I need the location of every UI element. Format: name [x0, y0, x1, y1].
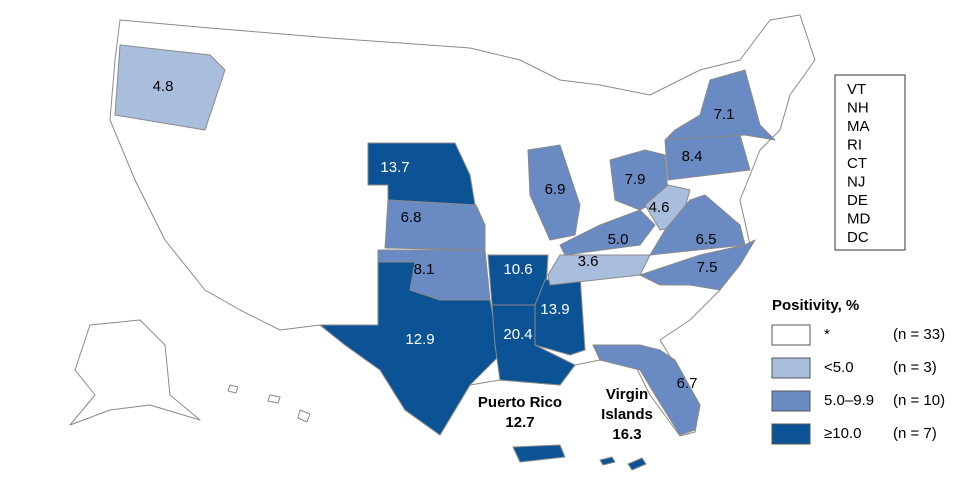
state-value: 7.1	[714, 106, 735, 123]
state	[547, 254, 651, 286]
state-value: 13.9	[540, 301, 569, 318]
legend-label: <5.0	[824, 359, 854, 376]
small-state: NH	[847, 99, 869, 116]
legend-count: (n = 10)	[893, 392, 945, 409]
state-value: 4.8	[153, 78, 174, 95]
territory-name: Puerto Rico	[478, 394, 562, 411]
legend-label: ≥10.0	[824, 425, 861, 442]
territory-value: 12.7	[505, 414, 534, 431]
territory	[599, 456, 647, 471]
state-value: 6.8	[401, 209, 422, 226]
state	[527, 144, 581, 241]
small-state: NJ	[847, 173, 865, 190]
state-value: 6.9	[545, 181, 566, 198]
state	[664, 69, 776, 141]
small-state: VT	[847, 81, 866, 98]
state-value: 20.4	[503, 326, 532, 343]
territory-name: Islands	[601, 406, 653, 423]
state-value: 3.6	[578, 253, 599, 270]
state-value: 13.7	[380, 159, 409, 176]
legend-swatch	[771, 423, 811, 445]
small-state: MD	[847, 210, 870, 227]
state-value: 6.7	[677, 375, 698, 392]
legend-count: (n = 7)	[893, 425, 937, 442]
state	[114, 44, 226, 131]
legend-label: *	[824, 326, 830, 343]
state-value: 10.6	[503, 261, 532, 278]
state-value: 7.5	[697, 259, 718, 276]
state-value: 12.9	[405, 331, 434, 348]
state	[639, 239, 756, 291]
state-value: 6.5	[696, 231, 717, 248]
hawaii	[227, 384, 311, 423]
state-value: 8.1	[414, 261, 435, 278]
legend-label: 5.0–9.9	[824, 392, 874, 409]
small-state: DC	[847, 229, 869, 246]
state-value: 4.6	[649, 199, 670, 216]
legend-count: (n = 3)	[893, 359, 937, 376]
state-value: 5.0	[608, 231, 629, 248]
small-state-box	[834, 74, 906, 251]
small-state: DE	[847, 192, 868, 209]
state	[384, 199, 486, 251]
legend-title: Positivity, %	[772, 297, 859, 314]
alaska	[69, 319, 201, 426]
state-value: 7.9	[625, 171, 646, 188]
state	[319, 261, 501, 436]
territory-name: Virgin	[606, 386, 648, 403]
territory-value: 16.3	[612, 426, 641, 443]
small-state: RI	[847, 136, 862, 153]
legend-count: (n = 33)	[893, 326, 945, 343]
legend-swatch	[771, 390, 811, 412]
legend-swatch	[771, 357, 811, 379]
territory	[512, 444, 566, 463]
legend-swatch	[771, 324, 811, 346]
state	[592, 344, 701, 436]
state-value: 8.4	[682, 148, 703, 165]
small-state: MA	[847, 118, 870, 135]
small-state: CT	[847, 155, 867, 172]
